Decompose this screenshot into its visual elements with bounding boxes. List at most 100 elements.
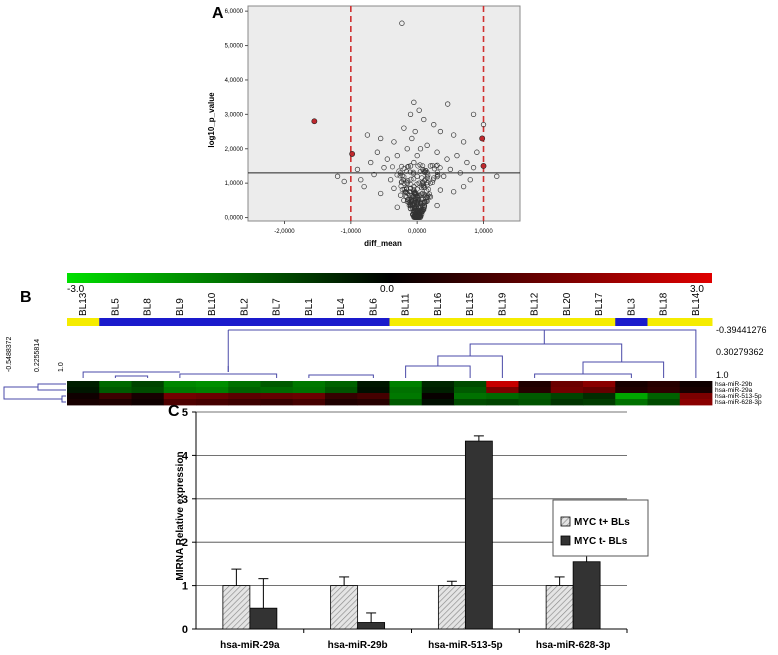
scatter-point: [411, 214, 417, 220]
scatter-point: [420, 206, 426, 212]
heatmap-cell: [228, 393, 261, 400]
y-tick-label: 6,0000: [225, 9, 244, 15]
scatter-point: [414, 207, 420, 213]
scatter-point: [415, 214, 421, 220]
scatter-point: [422, 199, 428, 205]
scatter-point: [419, 182, 425, 188]
scatter-point: [418, 191, 424, 197]
sample-label: BL13: [78, 292, 89, 316]
scatter-point: [409, 201, 415, 207]
scatter-point: [414, 193, 420, 199]
scatter-point: [421, 207, 427, 213]
heatmap-cell: [196, 393, 229, 400]
heatmap-cell: [454, 387, 487, 394]
scatter-point: [407, 189, 413, 195]
scatter-point: [368, 159, 374, 166]
scatter-point: [427, 191, 433, 197]
sample-label: BL17: [594, 292, 605, 316]
bar: [437, 585, 466, 630]
scatter-point: [405, 197, 411, 203]
scatter-point: [341, 178, 347, 185]
scatter-point: [412, 215, 418, 221]
scatter-point: [410, 197, 416, 203]
scatter-point: [424, 175, 430, 181]
heatmap-cell: [67, 399, 100, 406]
heatmap-cell: [647, 381, 681, 388]
scatter-point: [418, 204, 424, 210]
scatter-point: [402, 189, 408, 195]
scatter-point: [399, 163, 405, 169]
scatter-point: [414, 202, 420, 208]
scatter-point: [422, 199, 428, 205]
scatter-point: [431, 175, 437, 181]
scatter-point: [424, 182, 430, 188]
dendrogram-branch: [179, 373, 278, 378]
scatter-point: [420, 179, 426, 185]
highlighted-point: [311, 118, 318, 125]
scatter-point: [411, 188, 417, 194]
bar: [572, 561, 601, 630]
scatter-point: [394, 172, 400, 178]
scatter-point: [422, 168, 428, 174]
sample-label: BL5: [110, 298, 121, 316]
scatter-point: [414, 208, 420, 214]
heatmap-cell: [583, 393, 616, 400]
scatter-point: [416, 193, 422, 199]
scatter-point: [411, 190, 417, 196]
scatter-point: [494, 173, 500, 179]
heatmap-cell: [518, 399, 552, 406]
heatmap-cell: [131, 399, 165, 406]
category-label: hsa-miR-29b: [328, 640, 388, 651]
scatter-point: [398, 179, 404, 185]
legend-label-tminus: MYC t- BLs: [574, 536, 628, 547]
heatmap-cell: [131, 387, 165, 394]
dendrogram-branch: [582, 361, 665, 378]
scatter-point: [407, 202, 413, 208]
bar: [249, 607, 278, 630]
scatter-point: [437, 187, 444, 193]
scatter-point: [421, 183, 427, 189]
scatter-point: [410, 205, 416, 211]
category-label: hsa-miR-628-3p: [536, 640, 610, 651]
scatter-point: [417, 209, 423, 215]
scatter-point: [391, 139, 397, 145]
scatter-point: [412, 128, 418, 135]
scatter-point: [415, 197, 421, 203]
heatmap-cell: [550, 393, 584, 400]
row-label: hsa-miR-29a: [715, 387, 753, 394]
scatter-point: [416, 205, 422, 211]
y-tick-label: 0,0000: [225, 216, 244, 222]
scatter-point: [417, 205, 423, 211]
scatter-point: [413, 212, 419, 218]
scatter-point: [421, 205, 427, 211]
scatter-point: [417, 169, 423, 175]
scatter-point: [420, 208, 426, 214]
scatter-point: [414, 213, 420, 219]
scatter-point: [414, 200, 420, 206]
scatter-point: [411, 183, 417, 190]
scatter-point: [412, 213, 418, 219]
scatter-point: [418, 207, 424, 213]
bar: [330, 585, 359, 630]
group-bar-segment: [260, 318, 294, 326]
scatter-point: [413, 191, 419, 197]
y-tick-label: 2: [182, 537, 188, 549]
scatter-point: [413, 205, 419, 211]
scatter-point: [411, 190, 417, 196]
heatmap-cell: [357, 393, 390, 400]
scatter-point: [409, 198, 415, 204]
scatter-point: [434, 174, 440, 180]
scatter-point: [419, 199, 425, 205]
scatter-point: [413, 213, 419, 219]
scatter-point: [427, 180, 433, 186]
scatter-point: [417, 200, 423, 206]
scatter-point: [358, 177, 364, 183]
scatter-point: [470, 111, 477, 118]
scatter-point: [422, 178, 428, 184]
scatter-point: [441, 173, 447, 179]
heatmap-cell: [357, 387, 390, 394]
scatter-point: [415, 209, 421, 215]
dendrogram-branch: [470, 343, 623, 362]
scale-label-low: -3.0: [67, 284, 85, 295]
scatter-point: [434, 169, 440, 175]
